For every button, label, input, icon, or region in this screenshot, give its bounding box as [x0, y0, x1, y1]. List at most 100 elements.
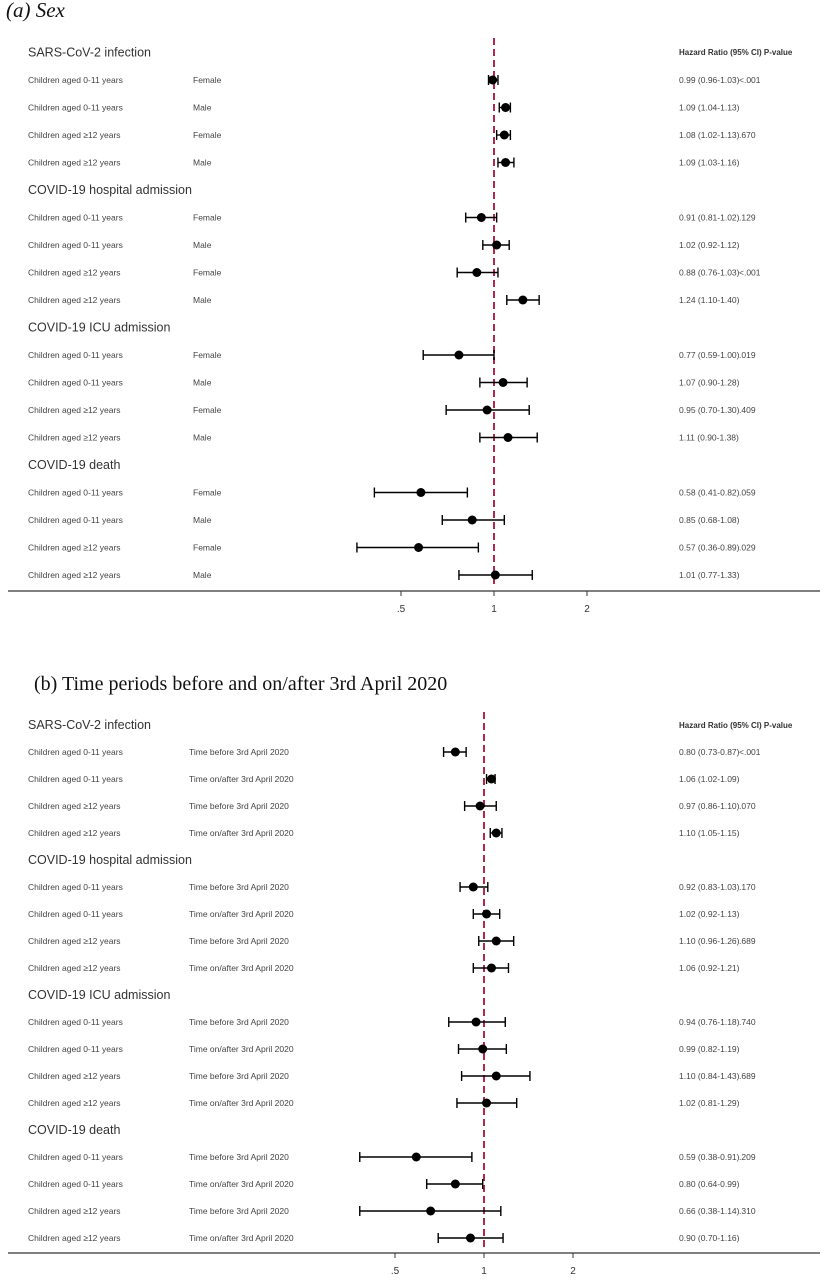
hr-ci-label: 1.06 (1.02-1.09) — [679, 774, 740, 784]
row-subgroup-label: Time before 3rd April 2020 — [189, 747, 289, 757]
row-age-label: Children aged ≥12 years — [28, 433, 121, 443]
row-age-label: Children aged 0-11 years — [28, 1017, 123, 1027]
hr-ci-label: 1.02 (0.81-1.29) — [679, 1098, 740, 1108]
hr-ci-label: 1.10 (0.96-1.26) — [679, 936, 740, 946]
x-tick-label: .5 — [397, 604, 406, 615]
section-label: SARS-CoV-2 infection — [28, 718, 151, 732]
point-estimate — [501, 103, 511, 112]
row-subgroup-label: Female — [193, 488, 222, 498]
row-subgroup-label: Male — [193, 433, 212, 443]
column-header: Hazard Ratio (95% CI) P-value — [679, 48, 793, 57]
row-subgroup-label: Female — [193, 130, 222, 140]
p-value-label: .409 — [739, 405, 756, 415]
row-subgroup-label: Time before 3rd April 2020 — [189, 936, 289, 946]
point-estimate — [467, 515, 477, 525]
point-estimate — [518, 295, 528, 305]
row-age-label: Children aged ≥12 years — [28, 936, 121, 946]
row-age-label: Children aged ≥12 years — [28, 1098, 121, 1108]
panel-title: (b) Time periods before and on/after 3rd… — [34, 673, 447, 695]
p-value-label: .740 — [739, 1017, 756, 1027]
row-subgroup-label: Female — [193, 213, 222, 223]
p-value-label: .170 — [739, 882, 756, 892]
point-estimate — [491, 936, 501, 946]
row-age-label: Children aged ≥12 years — [28, 158, 121, 168]
row-age-label: Children aged 0-11 years — [28, 1044, 123, 1054]
row-age-label: Children aged ≥12 years — [28, 543, 121, 553]
row-age-label: Children aged ≥12 years — [28, 801, 121, 811]
p-value-label: .689 — [739, 1071, 756, 1081]
point-estimate — [468, 882, 478, 892]
p-value-label: .019 — [739, 350, 756, 360]
row-age-label: Children aged 0-11 years — [28, 774, 123, 784]
point-estimate — [450, 747, 460, 757]
column-header: Hazard Ratio (95% CI) P-value — [679, 721, 793, 730]
point-estimate — [472, 268, 482, 277]
row-subgroup-label: Male — [193, 103, 212, 113]
point-estimate — [450, 1179, 460, 1189]
hr-ci-label: 1.02 (0.92-1.13) — [679, 909, 740, 919]
hr-ci-label: 0.95 (0.70-1.30) — [679, 405, 740, 415]
row-age-label: Children aged 0-11 years — [28, 378, 123, 388]
x-tick-label: .5 — [391, 1266, 400, 1277]
row-subgroup-label: Male — [193, 515, 212, 525]
row-age-label: Children aged ≥12 years — [28, 963, 121, 973]
hr-ci-label: 1.09 (1.04-1.13) — [679, 103, 740, 113]
row-age-label: Children aged 0-11 years — [28, 103, 123, 113]
point-estimate — [499, 130, 509, 140]
point-estimate — [486, 963, 496, 973]
point-estimate — [486, 774, 496, 784]
section-label: COVID-19 hospital admission — [28, 853, 192, 867]
row-subgroup-label: Time on/after 3rd April 2020 — [189, 963, 294, 973]
hr-ci-label: 1.06 (0.92-1.21) — [679, 963, 740, 973]
x-tick-label: 2 — [570, 1266, 576, 1277]
row-subgroup-label: Time on/after 3rd April 2020 — [189, 1098, 294, 1108]
row-age-label: Children aged ≥12 years — [28, 828, 121, 838]
row-age-label: Children aged 0-11 years — [28, 747, 123, 757]
p-value-label: .059 — [739, 488, 756, 498]
row-subgroup-label: Time before 3rd April 2020 — [189, 882, 289, 892]
hr-ci-label: 1.02 (0.92-1.12) — [679, 240, 740, 250]
row-subgroup-label: Female — [193, 75, 222, 85]
point-estimate — [475, 801, 485, 811]
row-subgroup-label: Male — [193, 158, 212, 168]
point-estimate — [488, 75, 498, 85]
row-age-label: Children aged ≥12 years — [28, 268, 121, 278]
row-age-label: Children aged 0-11 years — [28, 213, 123, 223]
panel-title: (a) Sex — [6, 0, 66, 22]
row-subgroup-label: Time before 3rd April 2020 — [189, 1017, 289, 1027]
section-label: COVID-19 ICU admission — [28, 988, 170, 1002]
row-subgroup-label: Time before 3rd April 2020 — [189, 1206, 289, 1216]
row-age-label: Children aged 0-11 years — [28, 515, 123, 525]
row-subgroup-label: Female — [193, 405, 222, 415]
row-subgroup-label: Time before 3rd April 2020 — [189, 1071, 289, 1081]
row-subgroup-label: Male — [193, 378, 212, 388]
row-subgroup-label: Time on/after 3rd April 2020 — [189, 1179, 294, 1189]
row-subgroup-label: Time on/after 3rd April 2020 — [189, 1044, 294, 1054]
hr-ci-label: 1.09 (1.03-1.16) — [679, 158, 740, 168]
x-tick-label: 1 — [491, 604, 497, 615]
row-age-label: Children aged ≥12 years — [28, 1071, 121, 1081]
hr-ci-label: 0.77 (0.59-1.00) — [679, 350, 740, 360]
row-age-label: Children aged ≥12 years — [28, 295, 121, 305]
p-value-label: .689 — [739, 936, 756, 946]
row-subgroup-label: Time on/after 3rd April 2020 — [189, 828, 294, 838]
hr-ci-label: 0.85 (0.68-1.08) — [679, 515, 740, 525]
p-value-label: .029 — [739, 543, 756, 553]
row-age-label: Children aged 0-11 years — [28, 1152, 123, 1162]
row-age-label: Children aged 0-11 years — [28, 909, 123, 919]
point-estimate — [503, 433, 513, 442]
row-subgroup-label: Male — [193, 570, 212, 580]
section-label: SARS-CoV-2 infection — [28, 46, 151, 60]
p-value-label: .310 — [739, 1206, 756, 1216]
hr-ci-label: 0.80 (0.64-0.99) — [679, 1179, 740, 1189]
hr-ci-label: 1.01 (0.77-1.33) — [679, 570, 740, 580]
row-subgroup-label: Time on/after 3rd April 2020 — [189, 774, 294, 784]
p-value-label: <.001 — [739, 747, 761, 757]
p-value-label: .129 — [739, 213, 756, 223]
point-estimate — [492, 240, 502, 250]
section-label: COVID-19 death — [28, 458, 120, 472]
row-subgroup-label: Female — [193, 350, 222, 360]
hr-ci-label: 1.10 (0.84-1.43) — [679, 1071, 740, 1081]
hr-ci-label: 0.57 (0.36-0.89) — [679, 543, 740, 553]
